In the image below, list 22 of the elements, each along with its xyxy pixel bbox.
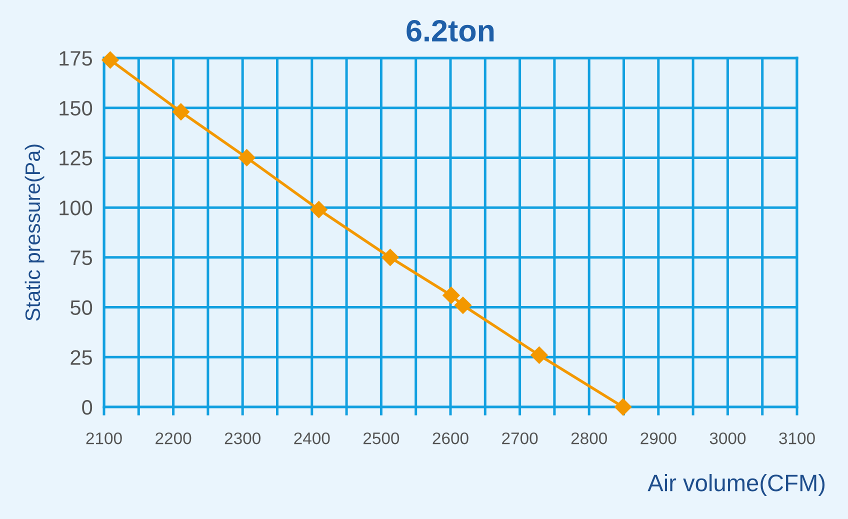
- x-tick-label: 2300: [224, 432, 260, 444]
- x-tick-label: 2200: [156, 432, 192, 444]
- y-tick-label: 150: [60, 100, 92, 116]
- y-tick-label: 100: [60, 200, 92, 216]
- x-tick-label: 2800: [571, 432, 607, 444]
- y-axis-title: Static pressure(Pa): [24, 144, 44, 321]
- x-tick-label: 2500: [364, 432, 400, 444]
- x-tick-label: 2700: [502, 432, 538, 444]
- x-tick-label: 3000: [710, 432, 746, 444]
- x-tick-label: 2100: [86, 432, 122, 444]
- y-tick-label: 0: [82, 400, 92, 415]
- x-tick-label: 3100: [779, 432, 815, 444]
- y-tick-label: 175: [60, 51, 92, 66]
- chart-title: 6.2ton: [406, 20, 494, 42]
- x-tick-label: 2400: [294, 432, 330, 444]
- x-axis-title: Air volume(CFM): [648, 474, 825, 496]
- y-tick-label: 50: [70, 300, 92, 316]
- y-tick-label: 75: [70, 250, 92, 266]
- y-tick-label: 25: [70, 350, 92, 365]
- x-tick-label: 2600: [432, 432, 468, 444]
- x-tick-label: 2900: [640, 432, 676, 444]
- y-tick-label: 125: [60, 150, 92, 166]
